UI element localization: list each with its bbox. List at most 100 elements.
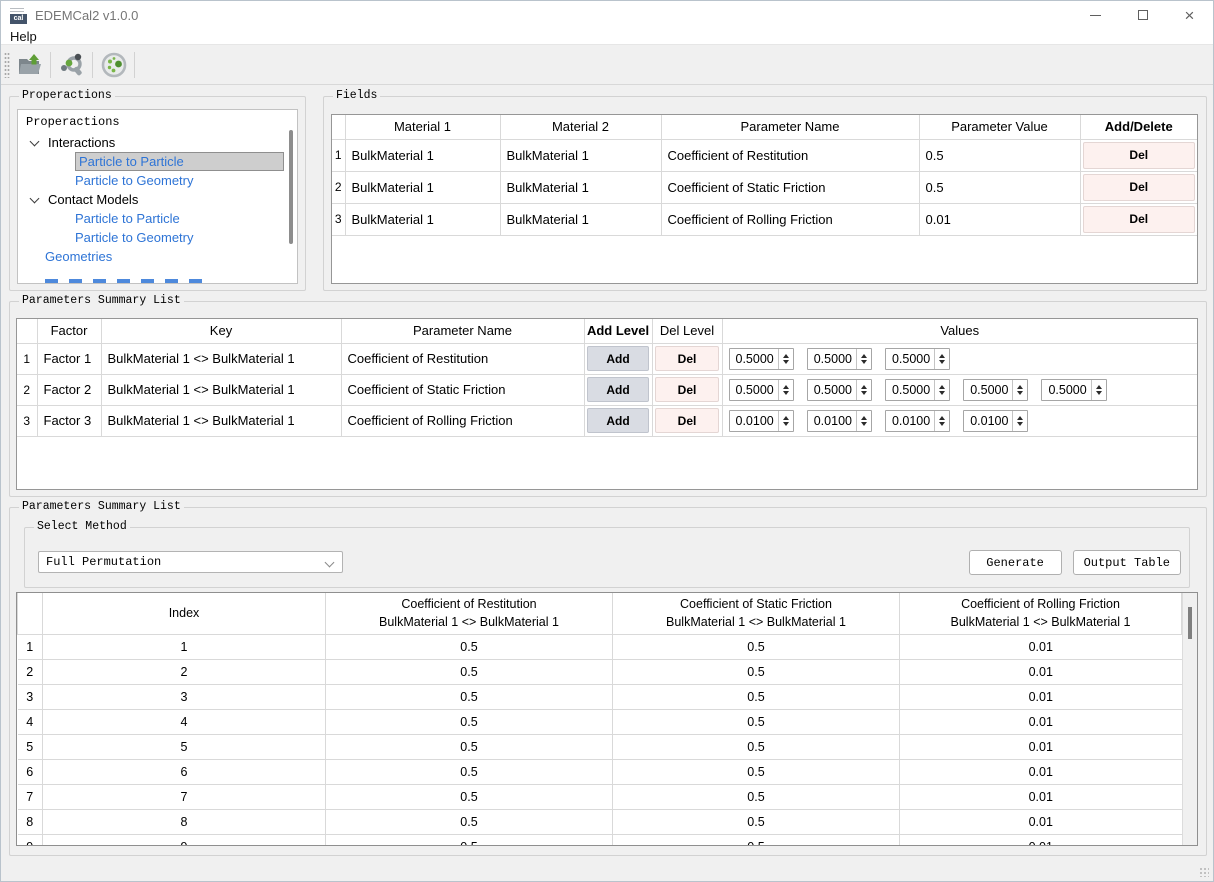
spin-up-icon[interactable] [939,384,946,389]
spin-value[interactable]: 0.5000 [1048,382,1087,397]
factor-cell[interactable]: Factor 3 [36,404,102,437]
value-spinbox[interactable]: 0.5000 [806,347,872,370]
restitution-cell[interactable]: 0.5 [325,833,613,845]
restitution-cell[interactable]: 0.5 [325,783,613,810]
spin-value[interactable]: 0.5000 [891,351,931,366]
spin-value[interactable]: 0.0100 [891,413,931,428]
static-friction-cell[interactable]: 0.5 [612,733,900,760]
static-friction-cell[interactable]: 0.5 [612,633,900,660]
table-scrollbar-track[interactable] [1182,593,1197,845]
del-level-button[interactable]: Del [655,377,719,402]
menu-help[interactable]: Help [10,29,37,44]
toolbar-grip[interactable] [4,51,10,78]
static-friction-cell[interactable]: 0.5 [612,783,900,810]
particles-button[interactable] [97,48,130,81]
spin-buttons[interactable] [777,348,793,369]
key-cell[interactable]: BulkMaterial 1 <> BulkMaterial 1 [100,373,342,406]
tree-item-particle-to-geometry-2[interactable]: Particle to Geometry [18,228,297,247]
value-spinbox[interactable]: 0.0100 [963,409,1029,432]
spin-buttons[interactable] [777,379,793,400]
spin-value[interactable]: 0.5000 [970,382,1009,397]
value-spinbox[interactable]: 0.5000 [963,378,1029,401]
spin-buttons[interactable] [777,410,793,431]
restitution-cell[interactable]: 0.5 [325,758,613,785]
generate-button[interactable]: Generate [968,550,1062,575]
parameter-name-cell[interactable]: Coefficient of Static Friction [660,170,920,204]
spin-up-icon[interactable] [782,353,789,358]
index-cell[interactable]: 6 [42,758,326,785]
spin-buttons[interactable] [855,379,871,400]
index-cell[interactable]: 8 [42,808,326,835]
spin-buttons[interactable] [934,379,949,400]
tree-scrollbar[interactable] [289,130,293,244]
table-scrollbar-thumb[interactable] [1188,607,1192,639]
value-spinbox[interactable]: 0.5000 [728,347,794,370]
spin-up-icon[interactable] [1017,415,1024,420]
spin-buttons[interactable] [1012,379,1027,400]
factor-cell[interactable]: Factor 2 [36,373,102,406]
spin-down-icon[interactable] [860,421,867,426]
spin-value[interactable]: 0.5000 [735,382,774,397]
close-button[interactable]: × [1166,1,1213,29]
material-tools-button[interactable] [55,48,88,81]
resize-grip[interactable] [1199,867,1209,877]
output-table-button[interactable]: Output Table [1072,550,1181,575]
parameter-name-cell[interactable]: Coefficient of Static Friction [340,373,585,406]
add-level-button[interactable]: Add [587,346,649,371]
spin-buttons[interactable] [1012,410,1027,431]
restitution-cell[interactable]: 0.5 [325,633,613,660]
restitution-cell[interactable]: 0.5 [325,808,613,835]
spin-up-icon[interactable] [939,415,946,420]
rolling-friction-cell[interactable]: 0.01 [899,633,1182,660]
del-button[interactable]: Del [1083,173,1195,201]
restitution-cell[interactable]: 0.5 [325,683,613,710]
static-friction-cell[interactable]: 0.5 [612,658,900,685]
spin-up-icon[interactable] [860,415,867,420]
spin-down-icon[interactable] [782,359,789,364]
static-friction-cell[interactable]: 0.5 [612,808,900,835]
spin-down-icon[interactable] [939,390,946,395]
value-spinbox[interactable]: 0.5000 [728,378,794,401]
static-friction-cell[interactable]: 0.5 [612,683,900,710]
spin-up-icon[interactable] [782,384,789,389]
del-button[interactable]: Del [1083,141,1195,169]
key-cell[interactable]: BulkMaterial 1 <> BulkMaterial 1 [100,404,342,437]
spin-down-icon[interactable] [782,390,789,395]
value-spinbox[interactable]: 0.0100 [884,409,951,432]
chevron-down-icon[interactable] [29,136,40,146]
parameter-value-cell[interactable]: 0.01 [918,202,1081,236]
parameter-name-cell[interactable]: Coefficient of Rolling Friction [660,202,920,236]
del-button[interactable]: Del [1083,205,1195,233]
spin-up-icon[interactable] [860,353,867,358]
open-file-button[interactable] [13,48,46,81]
spin-value[interactable]: 0.5000 [891,382,931,397]
spin-down-icon[interactable] [860,390,867,395]
spin-value[interactable]: 0.5000 [735,351,774,366]
static-friction-cell[interactable]: 0.5 [612,758,900,785]
parameter-value-cell[interactable]: 0.5 [918,170,1081,204]
value-spinbox[interactable]: 0.5000 [806,378,872,401]
add-level-button[interactable]: Add [587,377,649,402]
parameter-value-cell[interactable]: 0.5 [918,138,1081,172]
spin-down-icon[interactable] [1017,421,1024,426]
spin-up-icon[interactable] [939,353,946,358]
material1-cell[interactable]: BulkMaterial 1 [344,138,501,172]
spin-up-icon[interactable] [782,415,789,420]
rolling-friction-cell[interactable]: 0.01 [899,758,1182,785]
rolling-friction-cell[interactable]: 0.01 [899,808,1182,835]
material1-cell[interactable]: BulkMaterial 1 [344,202,501,236]
tree-branch-contact-models[interactable]: Contact Models [18,190,297,209]
restitution-cell[interactable]: 0.5 [325,708,613,735]
spin-buttons[interactable] [1090,379,1106,400]
spin-down-icon[interactable] [1017,390,1024,395]
tree-item-particle-to-particle[interactable]: Particle to Particle [18,152,297,171]
maximize-button[interactable] [1119,1,1166,29]
index-cell[interactable]: 4 [42,708,326,735]
tree-branch-interactions[interactable]: Interactions [18,133,297,152]
material2-cell[interactable]: BulkMaterial 1 [499,170,662,204]
index-cell[interactable]: 7 [42,783,326,810]
factor-cell[interactable]: Factor 1 [36,342,102,375]
spin-up-icon[interactable] [1017,384,1024,389]
value-spinbox[interactable]: 0.0100 [806,409,872,432]
rolling-friction-cell[interactable]: 0.01 [899,783,1182,810]
